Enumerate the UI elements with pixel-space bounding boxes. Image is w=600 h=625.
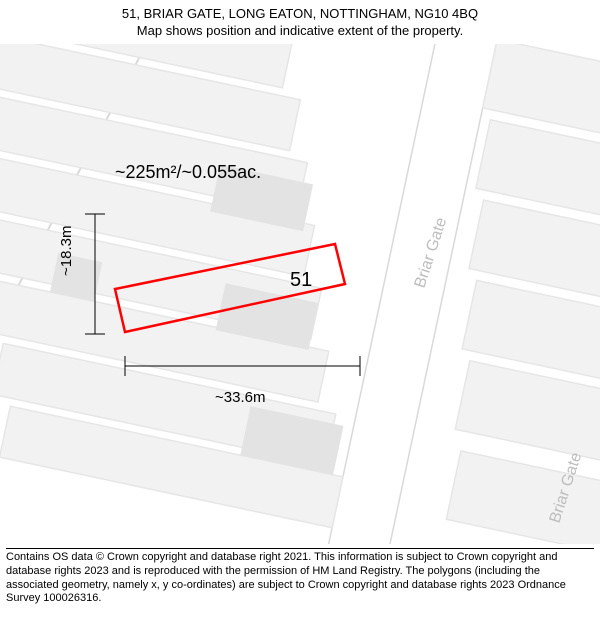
- area-label: ~225m²/~0.055ac.: [115, 162, 261, 183]
- page-container: 51, BRIAR GATE, LONG EATON, NOTTINGHAM, …: [0, 0, 600, 625]
- house-number: 51: [290, 269, 312, 292]
- footer: Contains OS data © Crown copyright and d…: [6, 548, 594, 606]
- header-subtitle: Map shows position and indicative extent…: [0, 23, 600, 40]
- map-svg: [0, 44, 600, 544]
- footer-divider: [6, 548, 594, 549]
- dim-vertical-label: ~18.3m: [58, 226, 75, 276]
- dim-horizontal-label: ~33.6m: [215, 389, 265, 406]
- header: 51, BRIAR GATE, LONG EATON, NOTTINGHAM, …: [0, 0, 600, 40]
- footer-text: Contains OS data © Crown copyright and d…: [6, 551, 566, 604]
- header-title: 51, BRIAR GATE, LONG EATON, NOTTINGHAM, …: [0, 6, 600, 23]
- map-area: ~225m²/~0.055ac. 51 ~18.3m ~33.6m Briar …: [0, 44, 600, 544]
